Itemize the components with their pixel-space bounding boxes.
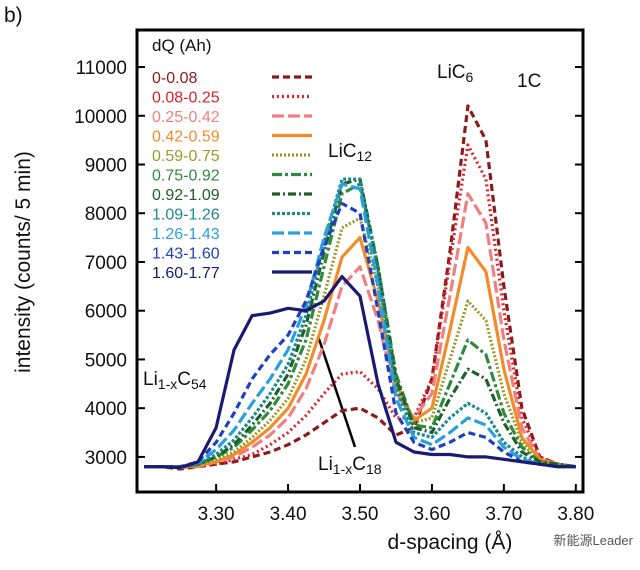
annotation-subscript: 6: [466, 69, 474, 85]
annotation-text: LiC: [437, 62, 466, 83]
annotation: 1C: [517, 71, 541, 92]
y-tick-label: 5000: [85, 350, 127, 371]
y-tick-label: 10000: [74, 107, 127, 128]
x-tick-label: 3.40: [270, 504, 307, 525]
annotation-subscript: 18: [366, 461, 382, 477]
series-line: [144, 275, 576, 470]
annotation: LiC12: [328, 141, 372, 164]
y-tick-label: 7000: [85, 253, 127, 274]
legend-label: 1.60-1.77: [152, 265, 220, 282]
annotation-text: Li: [143, 369, 158, 390]
x-tick-label: 3.60: [413, 504, 450, 525]
annotation: LiC6: [437, 62, 474, 85]
annotation-subscript: 54: [191, 376, 207, 392]
annotation-subscript: 1-x: [158, 376, 177, 392]
y-axis-label: intensity (counts/ 5 min): [12, 151, 35, 373]
y-tick-label: 11000: [76, 58, 127, 79]
legend-label: 1.26-1.43: [152, 226, 220, 243]
x-tick-label: 3.80: [557, 504, 594, 525]
annotation-text: C: [177, 369, 191, 390]
y-tick-label: 8000: [85, 204, 127, 225]
annotation-text: C: [352, 454, 366, 475]
watermark: 新能源Leader: [554, 533, 634, 548]
annotation: Li1-xC54: [143, 369, 207, 392]
legend-label: 0.42-0.59: [152, 129, 220, 146]
y-tick-label: 6000: [85, 302, 127, 323]
x-tick-label: 3.30: [198, 504, 235, 525]
y-tick-label: 4000: [85, 399, 127, 420]
legend-label: 0.08-0.25: [152, 90, 220, 107]
legend-title: dQ (Ah): [152, 36, 212, 55]
annotation-subscript: 1-x: [333, 461, 352, 477]
legend-label: 0.25-0.42: [152, 109, 220, 126]
x-axis-label: d-spacing (Å): [388, 531, 513, 554]
series-line: [144, 182, 576, 469]
panel-label: b): [4, 4, 23, 27]
annotation-subscript: 12: [357, 148, 373, 164]
x-tick-label: 3.70: [485, 504, 522, 525]
legend-label: 0.75-0.92: [152, 168, 220, 185]
series-line: [144, 177, 576, 469]
legend-label: 0.59-0.75: [152, 148, 220, 165]
x-tick-label: 3.50: [342, 504, 379, 525]
annotation-text: Li: [318, 454, 333, 475]
series-line: [144, 236, 577, 469]
legend-label: 0-0.08: [152, 70, 197, 87]
annotation: Li1-xC18: [318, 454, 382, 477]
annotation-text: 1C: [517, 71, 541, 92]
y-tick-label: 3000: [85, 448, 127, 469]
annotation-arrow: [316, 335, 357, 448]
series-line: [144, 182, 577, 469]
legend-label: 1.09-1.26: [152, 207, 220, 224]
legend-label: 1.43-1.60: [152, 246, 220, 263]
annotation-text: LiC: [328, 141, 357, 162]
y-tick-label: 9000: [85, 156, 127, 177]
plot-frame: [135, 28, 585, 494]
series-line: [144, 104, 577, 471]
legend-label: 0.92-1.09: [152, 187, 220, 204]
series-line: [144, 201, 576, 469]
